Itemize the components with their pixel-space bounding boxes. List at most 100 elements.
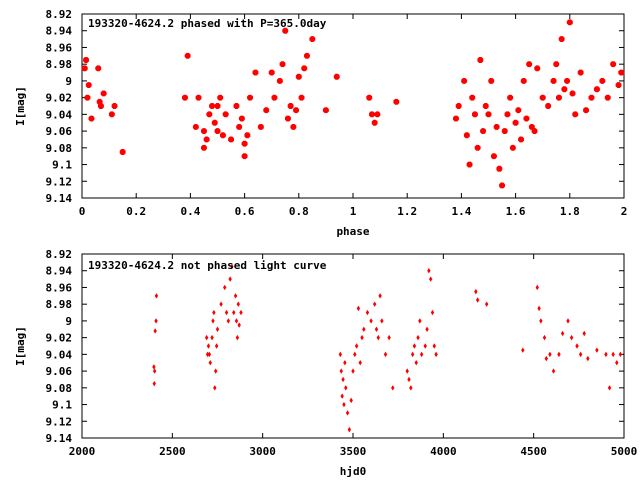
data-point: [412, 343, 417, 349]
y-tick-label: 8.92: [46, 8, 73, 21]
data-point: [230, 263, 234, 270]
y-tick-label: 9.06: [46, 125, 73, 138]
data-point: [534, 65, 541, 72]
y-tick-label: 9.04: [46, 108, 73, 121]
data-point: [376, 334, 380, 341]
data-point: [545, 103, 552, 109]
data-point: [430, 309, 435, 316]
y-tick-label: 9.08: [46, 382, 73, 395]
data-point: [380, 318, 384, 324]
x-tick-label: 1.4: [451, 205, 471, 218]
data-point: [485, 111, 492, 118]
data-point: [560, 330, 565, 337]
data-point: [153, 328, 157, 334]
data-point: [322, 107, 329, 114]
y-tick-label: 8.96: [46, 281, 73, 294]
data-point: [595, 347, 599, 353]
data-point: [488, 78, 495, 84]
data-point: [203, 136, 210, 143]
data-point: [419, 351, 424, 358]
data-point: [512, 119, 519, 126]
y-tick-label: 8.94: [46, 25, 73, 38]
data-point: [455, 103, 462, 109]
data-point: [474, 144, 481, 151]
chart-title: 193320-4624.2 phased with P=365.0day: [88, 17, 327, 30]
x-tick-label: 1.6: [506, 205, 526, 218]
data-point: [226, 318, 231, 324]
data-point: [425, 326, 429, 332]
data-point: [557, 351, 561, 358]
y-tick-label: 9.1: [52, 399, 72, 412]
data-point: [480, 128, 486, 134]
data-point: [271, 94, 278, 101]
data-point: [599, 78, 606, 84]
data-point: [491, 153, 497, 160]
data-point: [223, 284, 227, 291]
y-tick-label: 9.12: [46, 175, 73, 188]
x-axis-label: hjd0: [340, 465, 367, 478]
data-point: [211, 318, 215, 324]
data-point: [344, 385, 348, 391]
data-point: [206, 111, 213, 118]
data-point: [98, 103, 104, 109]
data-point: [572, 111, 579, 118]
data-point: [154, 293, 159, 299]
data-point: [434, 351, 438, 358]
data-point: [233, 103, 240, 109]
data-point: [81, 65, 88, 72]
data-point: [615, 82, 622, 88]
data-point: [484, 301, 489, 307]
phased-light-curve-panel: 0 0.2 0.4 0.6 0.8 1 1.2 1.4 1.6 1.8 2 8.92 8.94 8.96 8…: [14, 8, 627, 238]
data-point: [119, 149, 126, 155]
data-point: [339, 368, 343, 374]
data-point: [152, 364, 156, 370]
data-point: [84, 94, 91, 101]
data-point: [374, 111, 381, 118]
data-point: [333, 73, 340, 80]
y-tick-label: 8.96: [46, 41, 73, 54]
data-point: [234, 318, 239, 324]
data-point: [371, 119, 378, 126]
y-tick-label: 9.02: [46, 92, 73, 105]
data-point: [365, 309, 370, 316]
data-point: [201, 144, 207, 151]
data-point: [539, 318, 543, 324]
y-tick-label: 8.98: [46, 58, 73, 71]
data-point: [279, 61, 286, 68]
data-point: [393, 98, 400, 105]
data-point: [569, 90, 576, 97]
data-point: [345, 410, 350, 416]
data-point: [343, 360, 347, 366]
data-point: [215, 326, 220, 332]
data-point: [564, 78, 570, 84]
data-point: [391, 385, 395, 391]
data-point: [499, 182, 505, 189]
data-point: [239, 309, 243, 316]
x-tick-label: 3000: [249, 445, 276, 458]
x-tick-label: 3500: [340, 445, 367, 458]
data-point: [182, 94, 188, 101]
data-point: [224, 309, 229, 316]
data-point: [588, 94, 595, 101]
data-point: [154, 318, 158, 324]
y-tick-label: 9.08: [46, 142, 73, 155]
y-tick-label: 8.98: [46, 298, 73, 311]
y-tick-label: 9.02: [46, 332, 73, 345]
data-point: [372, 301, 377, 307]
data-point: [427, 268, 431, 274]
data-point: [551, 368, 556, 374]
data-point: [204, 334, 209, 341]
data-point: [482, 103, 489, 109]
data-point: [304, 52, 310, 59]
data-point: [407, 376, 411, 383]
x-tick-label: 0.2: [126, 205, 146, 218]
data-point: [100, 90, 107, 97]
data-point: [241, 140, 248, 147]
data-point: [369, 318, 373, 324]
data-point: [290, 124, 297, 130]
data-point: [537, 305, 541, 312]
data-point: [561, 86, 568, 93]
y-axis-label: I[mag]: [14, 86, 27, 126]
data-point: [217, 94, 224, 101]
x-axis-label: phase: [336, 225, 369, 238]
